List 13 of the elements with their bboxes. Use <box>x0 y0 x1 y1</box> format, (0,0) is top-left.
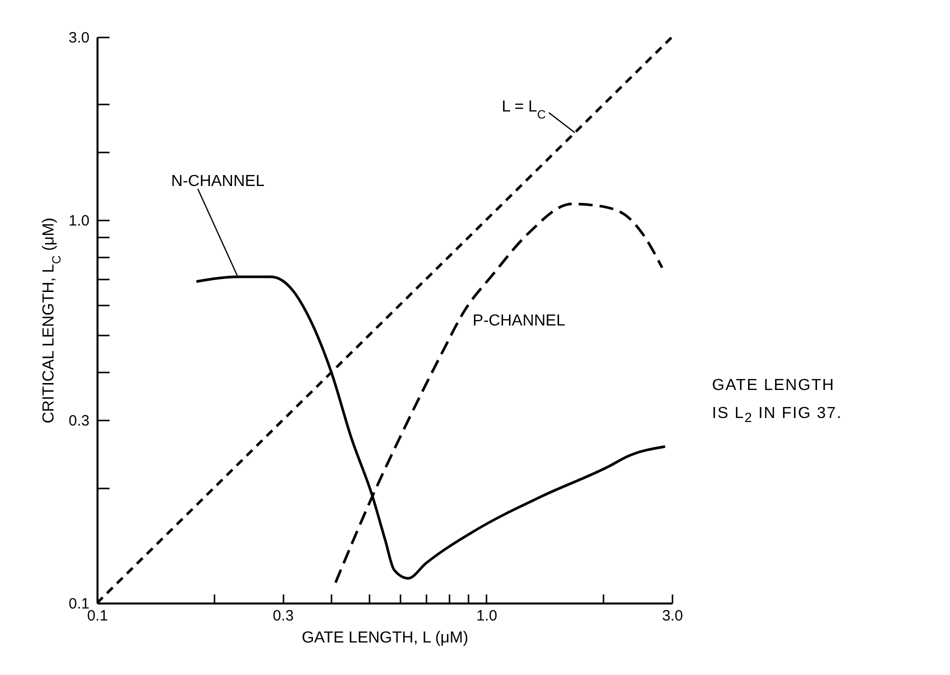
y-tick-label: 1.0 <box>68 212 90 230</box>
y-tick-label: 0.1 <box>68 596 90 612</box>
y-tick-label: 3.0 <box>68 30 90 46</box>
text: GATE LENGTH IS L$_{2}$ IN FIG 37. <box>712 376 844 428</box>
x-tick-label: 1.0 <box>476 608 498 624</box>
text: N-CHANNEL <box>171 172 265 190</box>
x-axis-title: GATE LENGTH, L (μM) <box>302 630 468 646</box>
x-tick-label: 0.1 <box>87 608 108 624</box>
series-label: P-CHANNEL <box>472 312 566 330</box>
x-tick-label: 3.0 <box>662 608 683 624</box>
series-label: L = L$_{C}$ <box>502 98 546 122</box>
x-tick-label: 0.3 <box>272 608 294 624</box>
y-tick-label: 0.3 <box>68 412 90 430</box>
